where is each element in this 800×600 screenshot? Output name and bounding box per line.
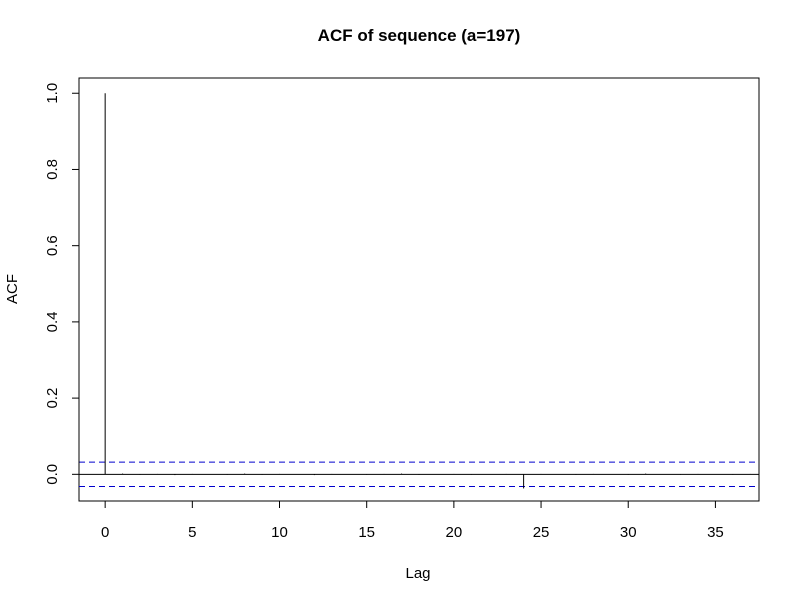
x-tick-label: 20 [446, 524, 463, 541]
chart-title: ACF of sequence (a=197) [318, 26, 521, 45]
y-axis: 0.0 0.2 0.4 0.6 0.8 1.0 [44, 83, 80, 485]
x-tick-label: 5 [188, 524, 196, 541]
plot-frame [78, 77, 760, 502]
x-tick-label: 35 [707, 524, 724, 541]
plot-marks [79, 93, 759, 489]
y-tick-label: 0.8 [44, 159, 61, 180]
y-tick-label: 1.0 [44, 83, 61, 104]
y-tick-label: 0.2 [44, 388, 61, 409]
x-axis-label: Lag [405, 565, 430, 582]
y-axis-label: ACF [4, 274, 21, 304]
x-tick-label: 10 [271, 524, 288, 541]
x-tick-label: 25 [533, 524, 550, 541]
y-tick-label: 0.4 [44, 311, 61, 332]
x-axis: 0 5 10 15 20 25 30 35 [101, 500, 724, 541]
x-tick-label: 15 [358, 524, 375, 541]
y-tick-label: 0.0 [44, 464, 61, 485]
x-tick-label: 0 [101, 524, 109, 541]
x-tick-label: 30 [620, 524, 637, 541]
y-tick-label: 0.6 [44, 235, 61, 256]
